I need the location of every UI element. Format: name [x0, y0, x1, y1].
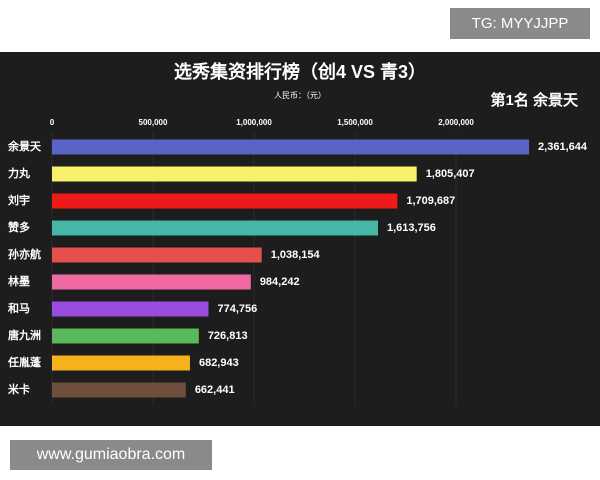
value-label: 726,813 — [208, 330, 248, 342]
bar — [52, 247, 262, 263]
y-tick-label: 孙亦航 — [8, 247, 41, 261]
y-tick-label: 唐九洲 — [8, 328, 41, 342]
watermark: www.gumiaobra.com — [36, 446, 186, 463]
y-tick-label: 和马 — [8, 301, 30, 315]
value-label: 1,613,756 — [387, 222, 436, 234]
y-tick-label: 赞多 — [7, 220, 30, 234]
value-label: 774,756 — [218, 303, 258, 315]
chart-title: 选秀集资排行榜（创4 VS 青3） — [174, 61, 426, 82]
y-tick-label: 余景天 — [7, 139, 42, 153]
value-label: 2,361,644 — [538, 141, 588, 153]
y-tick-label: 任胤蓬 — [7, 355, 42, 369]
bar — [52, 274, 251, 290]
value-label: 662,441 — [195, 384, 235, 396]
x-tick-label: 0 — [50, 118, 55, 127]
y-tick-label: 力丸 — [8, 166, 31, 180]
value-label: 1,805,407 — [426, 168, 475, 180]
bar — [52, 220, 378, 236]
y-tick-label: 林墨 — [8, 274, 30, 288]
watermark: TG: MYYJJPP — [472, 15, 569, 32]
x-tick-label: 1,500,000 — [337, 118, 373, 127]
bar — [52, 166, 417, 182]
plot: 0 500,000 1,000,000 1,500,000 2,000,000 余景天 2,… — [7, 118, 588, 405]
y-tick-label: 米卡 — [7, 382, 30, 396]
value-label: 682,943 — [199, 357, 239, 369]
bar — [52, 382, 186, 398]
x-tick-label: 500,000 — [139, 118, 168, 127]
x-tick-label: 1,000,000 — [236, 118, 272, 127]
bar — [52, 139, 530, 155]
bar — [52, 301, 209, 317]
annotation: 第1名 余景天 — [490, 91, 579, 109]
watermark-box — [10, 440, 212, 470]
watermark-box — [450, 8, 590, 39]
value-label: 1,709,687 — [406, 195, 455, 207]
bar — [52, 328, 199, 344]
y-tick-label: 刘宇 — [8, 193, 30, 207]
chart-subtitle: 人民币：（元） — [274, 91, 326, 100]
bar — [52, 193, 398, 209]
value-label: 1,038,154 — [271, 249, 321, 261]
x-tick-label: 2,000,000 — [438, 118, 474, 127]
value-label: 984,242 — [260, 276, 300, 288]
bar — [52, 355, 190, 371]
